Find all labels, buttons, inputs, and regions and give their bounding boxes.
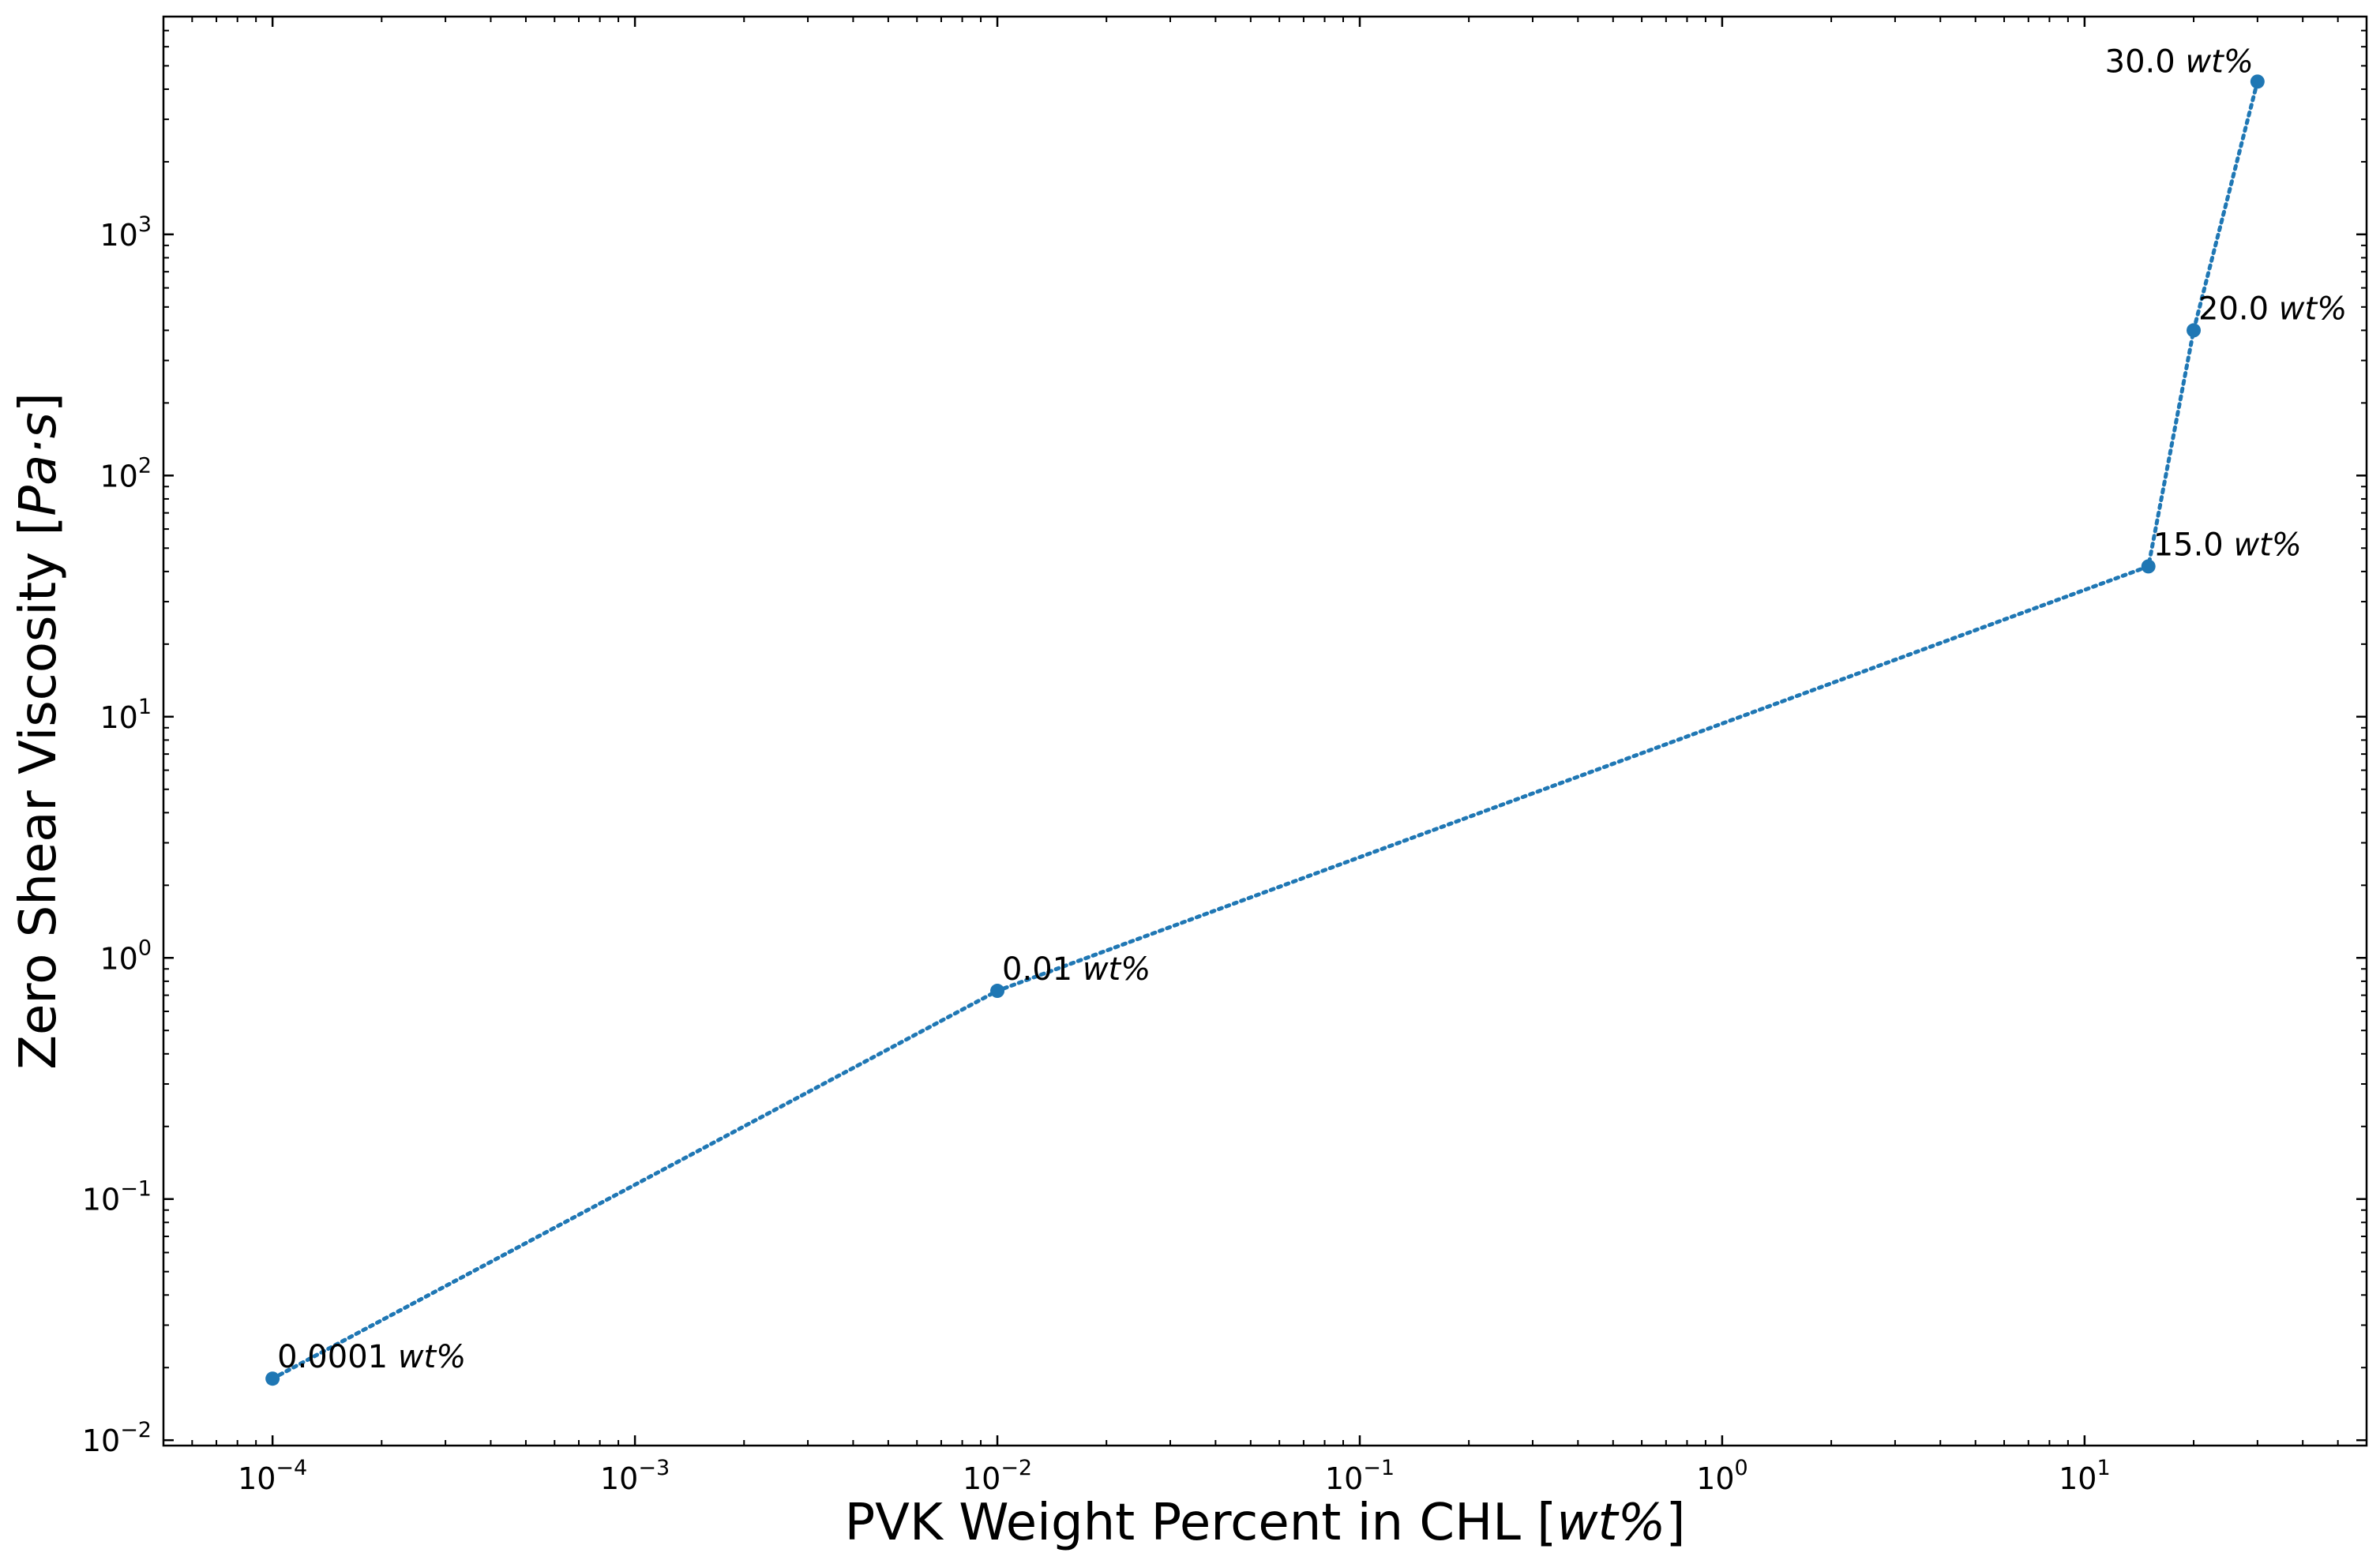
x-tick-label: 100 — [1696, 1456, 1748, 1496]
x-tick-label: 10−1 — [1325, 1456, 1395, 1496]
x-axis-unit: wt% — [1556, 1494, 1665, 1552]
x-tick-label: 101 — [2059, 1456, 2111, 1496]
annotations-group: 0.0001 wt% 0.01 wt% 15.0 wt% 20.0 wt% 30.0 w… — [277, 43, 2347, 1375]
data-point — [2141, 559, 2156, 574]
x-tick-labels: 10−4 10−3 10−2 10−1 100 101 — [238, 1456, 2111, 1496]
x-tick-label: 10−3 — [600, 1456, 670, 1496]
data-point — [265, 1371, 280, 1386]
y-tick-label: 10−2 — [82, 1418, 152, 1458]
y-tick-labels: 10−2 10−1 100 101 102 103 — [82, 212, 152, 1458]
y-tick-label: 103 — [99, 212, 152, 253]
y-tick-label: 102 — [99, 453, 152, 493]
x-tick-label: 10−4 — [238, 1456, 307, 1496]
data-label: 20.0 wt% — [2198, 291, 2347, 327]
y-tick-label: 10−1 — [82, 1177, 152, 1217]
x-tick-label: 10−2 — [963, 1456, 1032, 1496]
data-label: 0.0001 wt% — [277, 1339, 466, 1375]
data-label: 0.01 wt% — [1002, 951, 1151, 988]
minor-ticks — [163, 16, 2367, 1446]
data-label: 15.0 wt% — [2153, 527, 2302, 563]
x-axis-label: PVK Weight Percent in CHL — [845, 1494, 1522, 1552]
series-points-group — [265, 74, 2265, 1386]
y-tick-label: 101 — [99, 695, 152, 735]
data-point — [990, 984, 1005, 999]
y-axis-unit: Pa·s — [9, 412, 68, 516]
data-point — [2187, 323, 2202, 338]
y-axis-label: Zero Shear Viscosity — [9, 552, 68, 1070]
x-axis-title: PVK Weight Percent in CHL [wt%] — [845, 1494, 1686, 1552]
plot-area — [162, 15, 2368, 1447]
data-point — [2250, 74, 2265, 89]
major-ticks — [163, 17, 2367, 1446]
y-axis-title: Zero Shear Viscosity [Pa·s] — [9, 392, 68, 1070]
y-tick-label: 100 — [99, 936, 152, 976]
data-label: 30.0 wt% — [2105, 43, 2254, 80]
